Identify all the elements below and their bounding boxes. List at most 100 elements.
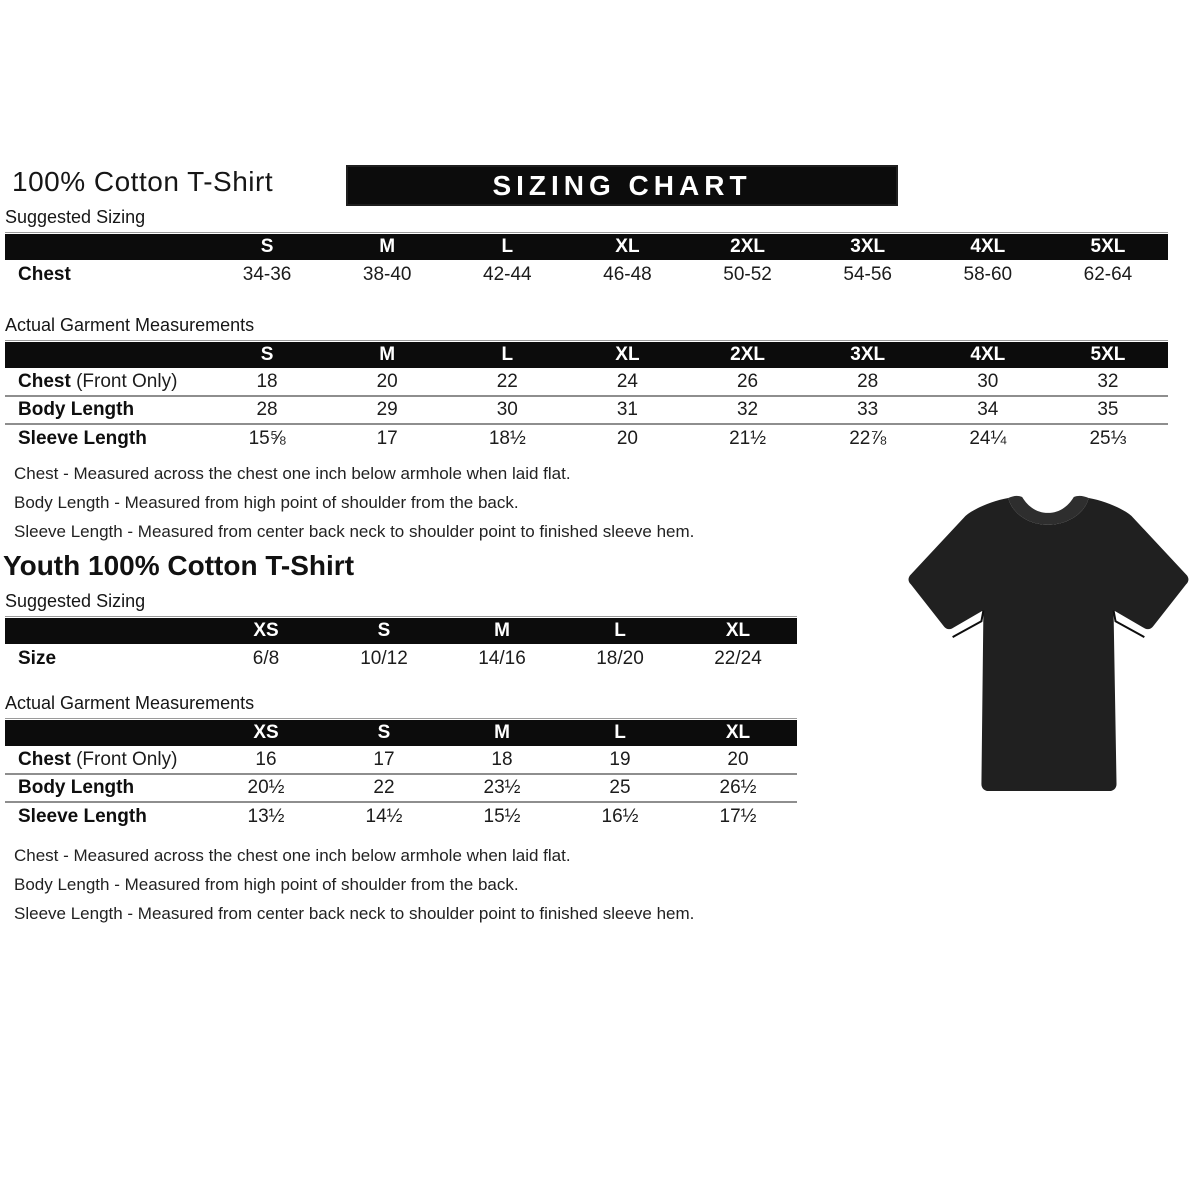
page-title: 100% Cotton T-Shirt <box>12 166 274 197</box>
row-label-column-header <box>5 720 207 746</box>
size-column-header: XS <box>207 618 325 644</box>
measurement-cell: 22/24 <box>714 648 762 669</box>
measurement-cell: 30 <box>447 395 568 424</box>
size-column-header: XL <box>567 234 688 260</box>
adult-suggested-section: Suggested Sizing S M L XL 2XL 3XL 4XL 5XL Chest 3… <box>5 207 1168 290</box>
suggested-sizing-label: Suggested Sizing <box>5 207 1168 233</box>
table-row: Size 6/8 10/12 14/16 18/20 22/24 <box>5 644 797 674</box>
sizing-chart-banner: SIZING CHART <box>346 165 898 206</box>
size-column-header: 3XL <box>807 234 928 260</box>
note-sleeve-length: Sleeve Length - Measured from center bac… <box>14 904 695 923</box>
size-column-header: M <box>443 720 561 746</box>
size-column-header: XL <box>679 618 797 644</box>
measurement-cell: 19 <box>609 748 631 770</box>
measurement-cell: 10/12 <box>360 648 408 669</box>
size-column-header: S <box>207 342 328 368</box>
table-header-row: S M L XL 2XL 3XL 4XL 5XL <box>5 342 1168 368</box>
table-row: Chest (Front Only) 18 20 22 24 26 28 30 32 <box>5 368 1168 396</box>
black-tshirt-image <box>908 495 1189 792</box>
measurement-cell: 18 <box>256 370 278 392</box>
size-column-header: L <box>561 618 679 644</box>
measurement-cell: 20 <box>727 748 749 770</box>
measurement-cell: 30 <box>977 370 999 392</box>
tshirt-collar <box>1008 495 1089 525</box>
youth-measurement-notes: Chest - Measured across the chest one in… <box>14 841 694 928</box>
measurement-cell: 32 <box>1097 370 1119 392</box>
measurement-cell: 38-40 <box>362 264 412 285</box>
table-row: Sleeve Length 15⅝ 17 18½ 20 21½ 22⅞ 24¼ 25⅓ <box>5 423 1168 452</box>
row-label-column-header <box>5 618 207 644</box>
size-column-header: 5XL <box>1047 234 1168 260</box>
size-column-header: 2XL <box>687 234 808 260</box>
adult-suggested-table: S M L XL 2XL 3XL 4XL 5XL Chest 34-36 38-40 42-44 46-… <box>5 234 1168 290</box>
row-label: Sleeve Length <box>5 801 207 830</box>
measurement-cell: 42-44 <box>483 264 532 285</box>
measurement-cell: 32 <box>687 395 808 424</box>
row-label: Sleeve Length <box>5 423 207 452</box>
note-chest: Chest - Measured across the chest one in… <box>14 846 571 865</box>
measurement-cell: 20 <box>376 370 398 392</box>
note-body-length: Body Length - Measured from high point o… <box>14 493 519 512</box>
adult-measurement-notes: Chest - Measured across the chest one in… <box>14 459 694 546</box>
size-column-header: S <box>207 234 328 260</box>
youth-suggested-sizing-label: Suggested Sizing <box>5 591 797 617</box>
measurement-cell: 29 <box>327 395 448 424</box>
size-column-header: M <box>443 618 561 644</box>
measurement-cell: 50-52 <box>723 264 772 285</box>
row-label: Chest (Front Only) <box>18 748 178 770</box>
youth-suggested-table: XS S M L XL Size 6/8 10/12 14/16 18/20 22/24 <box>5 618 797 674</box>
measurement-cell: 20½ <box>207 773 325 802</box>
size-column-header: 4XL <box>927 342 1048 368</box>
measurement-cell: 24¼ <box>927 423 1048 452</box>
measurement-cell: 34-36 <box>242 264 292 285</box>
measurement-cell: 23½ <box>443 773 561 802</box>
measurement-cell: 18/20 <box>596 648 644 669</box>
size-column-header: 2XL <box>687 342 808 368</box>
measurement-cell: 28 <box>207 395 328 424</box>
row-label-column-header <box>5 342 207 368</box>
size-column-header: 5XL <box>1047 342 1168 368</box>
table-row: Body Length 28 29 30 31 32 33 34 35 <box>5 395 1168 424</box>
measurement-cell: 25⅓ <box>1047 423 1168 452</box>
table-row: Sleeve Length 13½ 14½ 15½ 16½ 17½ <box>5 801 797 830</box>
tshirt-left-sleeve-seam <box>952 610 985 638</box>
row-label: Chest (Front Only) <box>18 370 178 392</box>
measurement-cell: 22 <box>496 370 518 392</box>
measurement-cell: 15½ <box>443 801 561 830</box>
measurement-cell: 13½ <box>207 801 325 830</box>
row-label: Chest <box>18 264 71 285</box>
measurement-cell: 6/8 <box>252 648 280 669</box>
table-row: Body Length 20½ 22 23½ 25 26½ <box>5 773 797 802</box>
measurement-cell: 22 <box>325 773 443 802</box>
measurement-cell: 22⅞ <box>807 423 928 452</box>
measurement-cell: 14/16 <box>478 648 526 669</box>
size-column-header: 3XL <box>807 342 928 368</box>
measurement-cell: 24 <box>616 370 638 392</box>
measurement-cell: 62-64 <box>1083 264 1133 285</box>
size-column-header: S <box>325 618 443 644</box>
row-label: Body Length <box>5 773 207 802</box>
size-column-header: 4XL <box>927 234 1048 260</box>
measurement-cell: 26½ <box>679 773 797 802</box>
row-label-column-header <box>5 234 207 260</box>
measurement-cell: 33 <box>807 395 928 424</box>
measurement-cell: 25 <box>561 773 679 802</box>
measurement-cell: 18½ <box>447 423 568 452</box>
size-column-header: L <box>561 720 679 746</box>
measurement-cell: 20 <box>567 423 688 452</box>
row-label: Size <box>18 648 57 669</box>
measurement-cell: 28 <box>857 370 879 392</box>
tshirt-body <box>908 498 1189 792</box>
youth-actual-section: Actual Garment Measurements XS S M L XL Chest… <box>5 693 797 830</box>
measurement-cell: 34 <box>927 395 1048 424</box>
measurement-cell: 15⅝ <box>207 423 328 452</box>
youth-actual-table: XS S M L XL Chest (Front Only) 16 17 18 19 20 Body … <box>5 720 797 830</box>
adult-actual-table: S M L XL 2XL 3XL 4XL 5XL Chest (Front Only) 18 20 2… <box>5 342 1168 452</box>
measurement-cell: 58-60 <box>963 264 1013 285</box>
measurement-cell: 17 <box>373 748 395 770</box>
note-body-length: Body Length - Measured from high point o… <box>14 875 519 894</box>
measurement-cell: 21½ <box>687 423 808 452</box>
youth-actual-measurements-label: Actual Garment Measurements <box>5 693 797 719</box>
measurement-cell: 17½ <box>679 801 797 830</box>
size-column-header: L <box>447 342 568 368</box>
